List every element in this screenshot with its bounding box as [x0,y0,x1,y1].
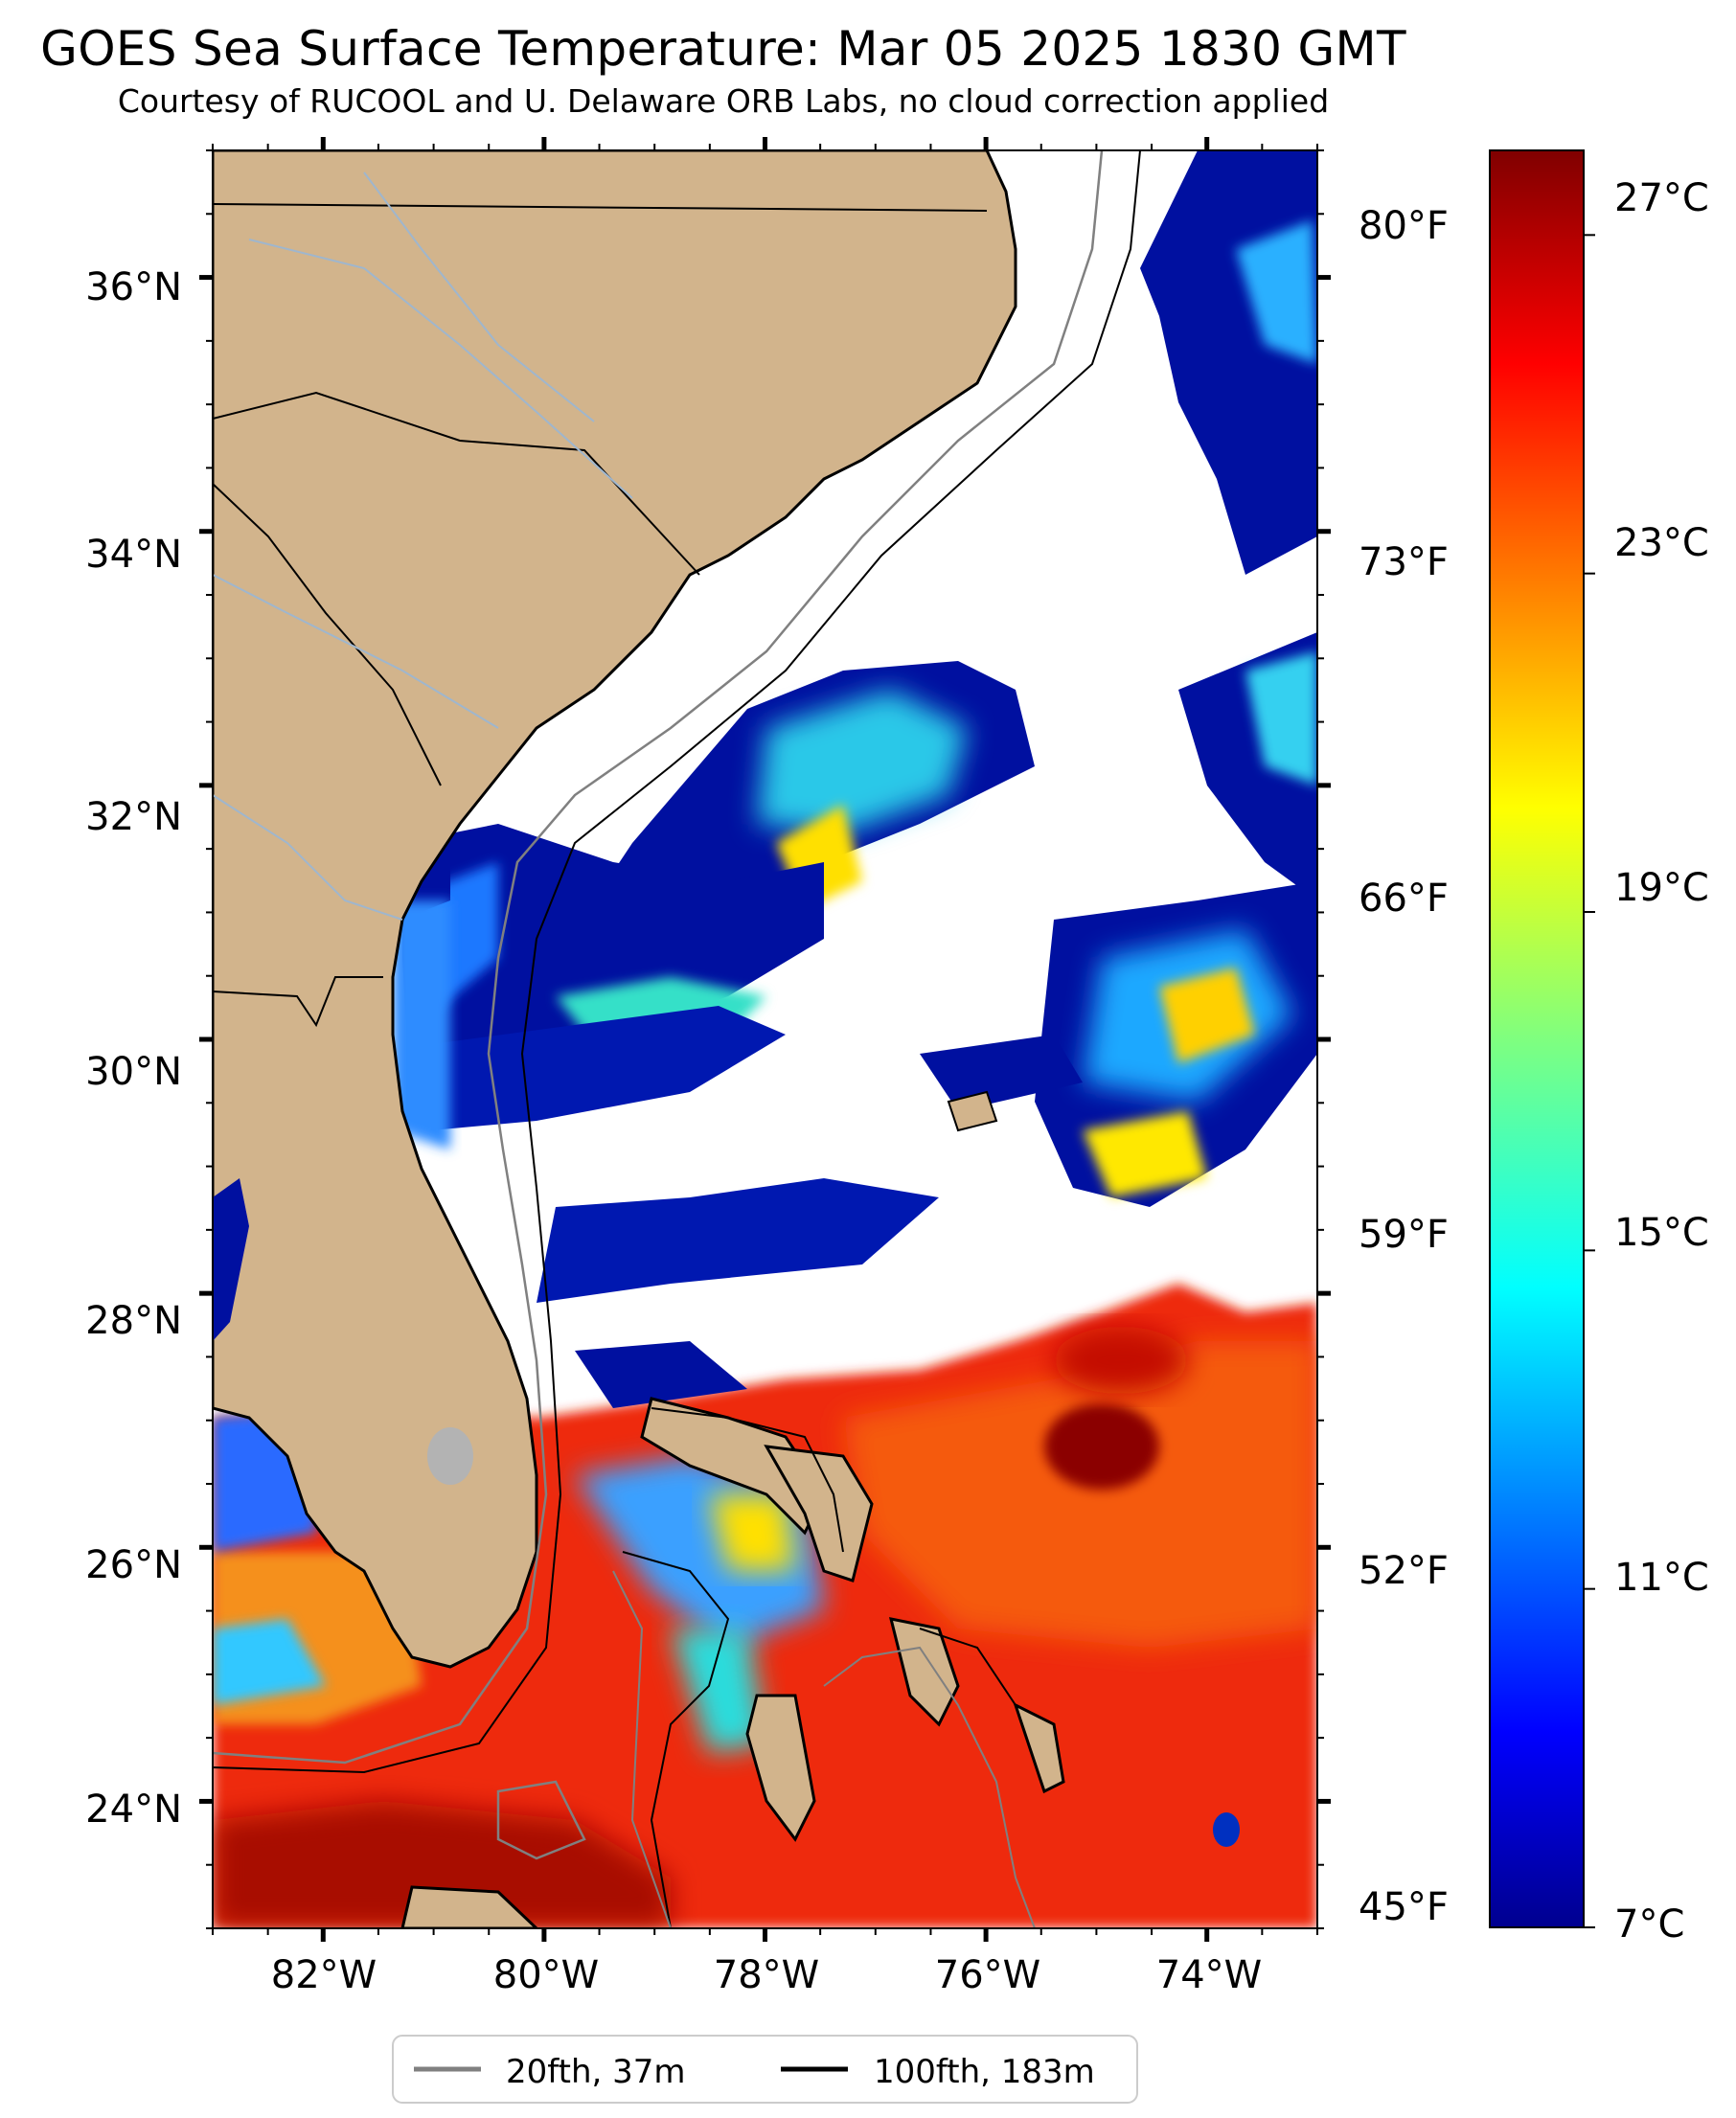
lat-label: 34°N [85,533,182,577]
lon-label: 82°W [271,1953,377,1997]
colorbar-label: 7°C [1614,1902,1684,1947]
isobath-20fth [213,150,1104,1765]
land [213,150,1065,1928]
lat-label: 36°N [85,265,182,309]
fahrenheit-label: 80°F [1359,204,1449,248]
fahrenheit-label: 59°F [1359,1213,1449,1257]
lon-label: 80°W [493,1953,599,1997]
fahrenheit-labels: 80°F 73°F 66°F 59°F 52°F 45°F [1359,204,1449,1929]
colorbar-label: 19°C [1614,866,1709,910]
lat-label: 28°N [85,1299,182,1343]
isobath-100fth [213,150,1141,1774]
lat-label: 30°N [85,1050,182,1094]
lon-label: 74°W [1156,1953,1262,1997]
colorbar-label: 27°C [1614,176,1709,220]
state-border [213,203,988,212]
fahrenheit-label: 45°F [1359,1885,1449,1929]
lat-label: 24°N [85,1788,182,1832]
rivers [248,239,633,499]
colorbar-label: 11°C [1614,1556,1709,1600]
isobaths [213,150,1141,1928]
legend-label-100fth: 100fth, 183m [874,2053,1095,2091]
lon-label: 78°W [714,1953,819,1997]
colorbar: 27°C 23°C 19°C 15°C 11°C 7°C [1489,149,1709,1947]
legend: 20fth, 37m 100fth, 183m [392,2035,1138,2104]
lon-labels: 82°W 80°W 78°W 76°W 74°W [271,1953,1262,1997]
legend-label-20fth: 20fth, 37m [506,2053,686,2091]
fahrenheit-label: 66°F [1359,877,1449,921]
map-subtitle: Courtesy of RUCOOL and U. Delaware ORB L… [117,82,1330,120]
map-title: GOES Sea Surface Temperature: Mar 05 202… [40,21,1406,77]
fahrenheit-label: 73°F [1359,540,1449,584]
lake-okeechobee [427,1427,473,1485]
lat-label: 26°N [85,1543,182,1587]
fahrenheit-label: 52°F [1359,1549,1449,1593]
lat-label: 32°N [85,795,182,839]
map-area [213,150,1317,1928]
legend-box [392,2035,1138,2104]
colorbar-gradient [1489,149,1585,1928]
colorbar-label: 15°C [1614,1211,1709,1255]
axis-ticks [199,137,1331,1942]
sst-cold-bands [393,150,1317,1408]
lon-label: 76°W [935,1953,1040,1997]
lat-labels: 36°N 34°N 32°N 30°N 28°N 26°N 24°N [85,265,182,1832]
colorbar-label: 23°C [1614,521,1709,565]
